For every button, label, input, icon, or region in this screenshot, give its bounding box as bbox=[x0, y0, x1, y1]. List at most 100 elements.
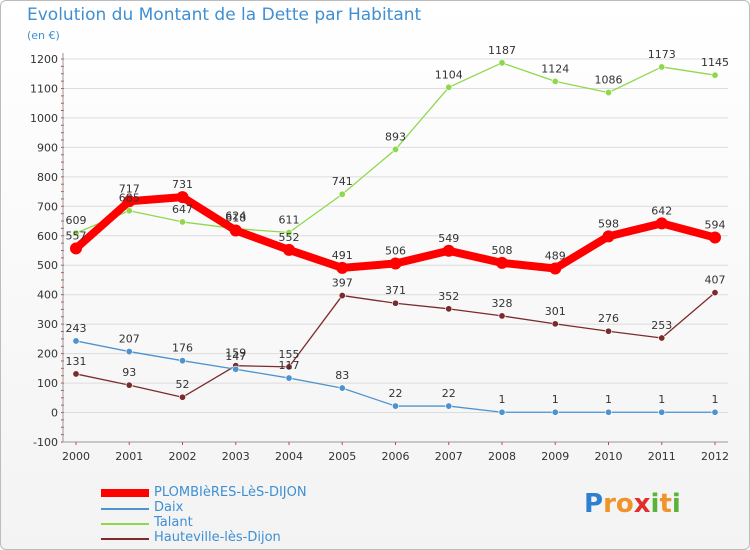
y-tick-label: 1000 bbox=[30, 112, 58, 125]
chart-subtitle: (en €) bbox=[27, 29, 60, 42]
data-label: 1145 bbox=[701, 56, 729, 69]
legend-swatch-talant bbox=[101, 523, 149, 525]
proxiti-logo: Proxiti bbox=[584, 489, 681, 519]
data-point bbox=[285, 229, 293, 237]
legend-label-plombieres: PLOMBIèRES-LèS-DIJON bbox=[154, 485, 307, 500]
data-point bbox=[72, 337, 80, 345]
data-label: 1104 bbox=[435, 68, 463, 81]
legend-label-talant: Talant bbox=[154, 515, 193, 530]
data-point bbox=[391, 402, 399, 410]
x-tick-label: 2004 bbox=[275, 450, 303, 463]
data-point bbox=[445, 402, 453, 410]
data-label: 624 bbox=[225, 210, 246, 223]
y-tick-label: 400 bbox=[37, 289, 58, 302]
data-label: 407 bbox=[705, 274, 726, 287]
data-point bbox=[338, 384, 346, 392]
data-label: 1173 bbox=[648, 48, 676, 61]
data-point bbox=[336, 261, 349, 274]
data-label: 508 bbox=[492, 244, 513, 257]
data-point bbox=[658, 334, 666, 342]
legend-swatch-daix bbox=[101, 508, 149, 510]
data-point bbox=[125, 207, 133, 215]
data-point bbox=[602, 230, 615, 243]
x-tick-label: 2002 bbox=[169, 450, 197, 463]
data-point bbox=[496, 256, 508, 269]
x-tick-label: 2007 bbox=[435, 450, 463, 463]
x-tick-label: 2003 bbox=[222, 450, 250, 463]
data-label: 52 bbox=[176, 378, 190, 391]
y-tick-label: 700 bbox=[37, 200, 58, 213]
data-point bbox=[391, 145, 399, 153]
logo-letter: t bbox=[659, 489, 672, 519]
data-point bbox=[604, 327, 612, 335]
y-tick-label: 900 bbox=[37, 141, 58, 154]
x-tick-label: 2009 bbox=[541, 450, 569, 463]
data-label: 1 bbox=[658, 393, 665, 406]
data-point bbox=[125, 348, 133, 356]
data-point bbox=[498, 312, 506, 320]
y-tick-label: -100 bbox=[33, 436, 58, 449]
legend-swatch-plombieres bbox=[101, 489, 149, 497]
x-tick-label: 2008 bbox=[488, 450, 516, 463]
data-label: 489 bbox=[545, 249, 566, 262]
data-point bbox=[711, 408, 719, 416]
y-tick-label: 1100 bbox=[30, 82, 58, 95]
data-label: 1187 bbox=[488, 44, 516, 57]
data-label: 893 bbox=[385, 130, 406, 143]
data-point bbox=[498, 408, 506, 416]
data-label: 598 bbox=[598, 217, 619, 230]
y-tick-label: 200 bbox=[37, 348, 58, 361]
x-tick-label: 2012 bbox=[701, 450, 729, 463]
data-label: 155 bbox=[279, 348, 300, 361]
data-point bbox=[604, 89, 612, 97]
y-tick-label: 0 bbox=[51, 407, 58, 420]
data-label: 117 bbox=[279, 359, 300, 372]
data-label: 609 bbox=[66, 214, 87, 227]
data-label: 717 bbox=[119, 182, 140, 195]
data-point bbox=[285, 374, 293, 382]
data-point bbox=[232, 365, 240, 373]
legend-item-daix: Daix bbox=[101, 501, 361, 516]
data-point bbox=[711, 289, 719, 297]
data-point bbox=[551, 77, 559, 85]
data-point bbox=[179, 393, 187, 401]
data-label: 647 bbox=[172, 203, 193, 216]
data-label: 552 bbox=[279, 231, 300, 244]
data-label: 147 bbox=[225, 350, 246, 363]
data-label: 352 bbox=[438, 290, 459, 303]
data-point bbox=[445, 305, 453, 313]
data-point bbox=[445, 83, 453, 91]
logo-letter: o bbox=[615, 489, 634, 519]
data-label: 491 bbox=[332, 249, 353, 262]
legend-label-daix: Daix bbox=[154, 500, 184, 515]
data-label: 549 bbox=[438, 232, 459, 245]
data-point bbox=[179, 218, 187, 226]
data-label: 253 bbox=[651, 319, 672, 332]
data-point bbox=[604, 408, 612, 416]
data-label: 276 bbox=[598, 312, 619, 325]
data-point bbox=[72, 229, 80, 237]
data-label: 642 bbox=[651, 204, 672, 217]
data-label: 131 bbox=[66, 355, 87, 368]
data-label: 1 bbox=[499, 393, 506, 406]
data-label: 1 bbox=[712, 393, 719, 406]
x-tick-label: 2006 bbox=[382, 450, 410, 463]
data-label: 207 bbox=[119, 333, 140, 346]
y-tick-label: 800 bbox=[37, 171, 58, 184]
data-label: 159 bbox=[225, 347, 246, 360]
legend: PLOMBIèRES-LèS-DIJON Daix Talant Hautevi… bbox=[101, 486, 361, 546]
data-point bbox=[551, 408, 559, 416]
data-label: 741 bbox=[332, 175, 353, 188]
data-point bbox=[711, 71, 719, 79]
y-tick-label: 300 bbox=[37, 318, 58, 331]
x-tick-label: 2005 bbox=[328, 450, 356, 463]
legend-swatch-hauteville bbox=[101, 538, 149, 540]
data-label: 371 bbox=[385, 284, 406, 297]
y-tick-label: 600 bbox=[37, 230, 58, 243]
data-label: 594 bbox=[705, 219, 726, 232]
data-point bbox=[283, 243, 295, 256]
data-point bbox=[123, 195, 136, 208]
data-point bbox=[389, 257, 402, 270]
